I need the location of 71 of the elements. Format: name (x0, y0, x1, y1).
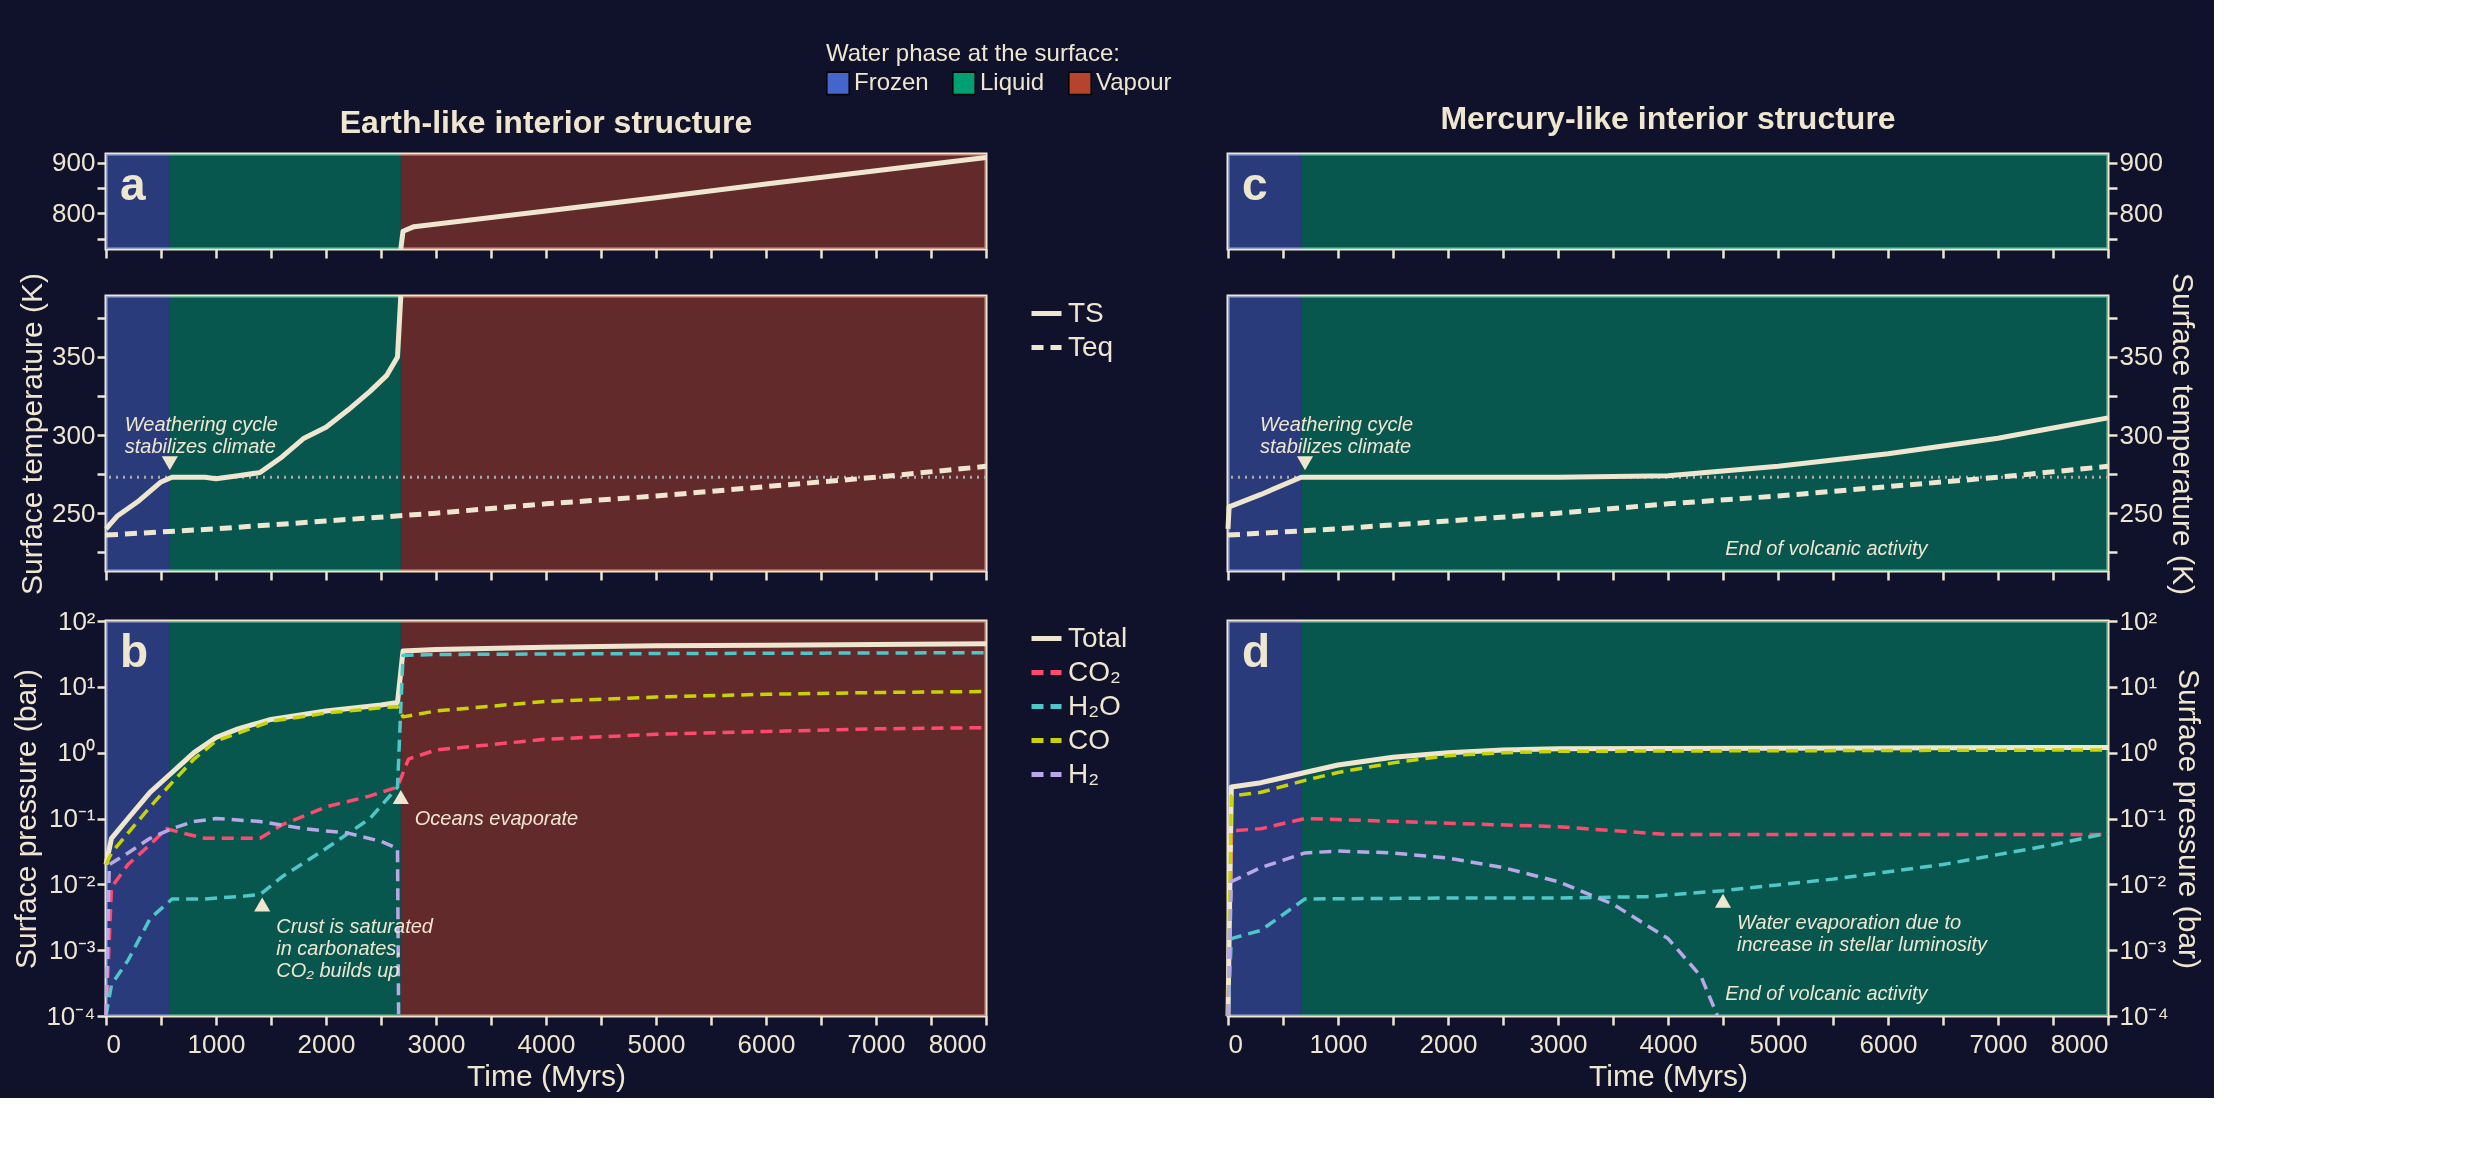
annotation: End of volcanic activity (1725, 537, 1929, 559)
y-tick-label: 250 (2119, 497, 2163, 528)
legend-label: Liquid (980, 68, 1045, 96)
y-axis-title: Surface pressure (bar) (2172, 668, 2206, 970)
y-tick-label: 10⁻² (48, 868, 96, 899)
x-tick-label: 8000 (2050, 1028, 2109, 1059)
annotation: Oceans evaporate (414, 807, 579, 830)
legend-label: Teq (1068, 330, 1114, 362)
y-tick-label: 10⁻¹ (2119, 803, 2167, 833)
chart-title: Earth-like interior structure (339, 104, 753, 140)
y-tick-label: 800 (2119, 197, 2163, 228)
x-tick-label: 0 (1228, 1028, 1243, 1059)
y-axis-title: Surface temperature (K) (15, 273, 49, 595)
x-axis-title: Time (Myrs) (467, 1058, 626, 1092)
annotation: b (120, 625, 149, 677)
y-tick-label: 10¹ (57, 671, 96, 702)
legend-title: Water phase at the surface: (826, 39, 1120, 66)
y-tick-label: 10⁻² (2119, 868, 2167, 899)
y-tick-label: 250 (52, 497, 96, 528)
y-tick-label: 10¹ (2119, 671, 2158, 702)
y-tick-label: 900 (52, 147, 96, 178)
y-tick-label: 10⁰ (2119, 737, 2158, 768)
x-tick-label: 1000 (1309, 1028, 1368, 1059)
x-tick-label: 5000 (627, 1028, 686, 1059)
legend-label: TS (1068, 296, 1104, 328)
legend-label: CO₂ (1068, 655, 1121, 687)
x-tick-label: 4000 (517, 1028, 576, 1059)
annotation: Water evaporation due to increase in stellar luminosity (1737, 910, 1989, 955)
chart-title: Mercury-like interior structure (1440, 99, 1896, 136)
y-axis-title: Surface temperature (K) (2166, 273, 2200, 595)
x-tick-label: 8000 (928, 1028, 987, 1059)
y-tick-label: 300 (2119, 419, 2163, 450)
y-tick-label: 300 (52, 419, 96, 450)
annotation: d (1242, 625, 1271, 677)
x-tick-label: 2000 (1419, 1028, 1478, 1059)
y-tick-label: 10⁻¹ (48, 803, 96, 833)
x-tick-label: 1000 (187, 1028, 246, 1059)
y-tick-label: 800 (52, 197, 96, 228)
x-tick-label: 7000 (847, 1028, 906, 1059)
x-tick-label: 3000 (407, 1028, 466, 1059)
y-tick-label: 10⁰ (57, 737, 96, 768)
x-tick-label: 7000 (1969, 1028, 2028, 1059)
legend-label: Vapour (1096, 68, 1172, 96)
x-tick-label: 5000 (1749, 1028, 1808, 1059)
legend-label: CO (1068, 723, 1110, 755)
x-tick-label: 0 (106, 1028, 121, 1059)
annotation: a (120, 158, 146, 210)
x-tick-label: 4000 (1639, 1028, 1698, 1059)
x-tick-label: 3000 (1529, 1028, 1588, 1059)
y-axis-title: Surface pressure (bar) (9, 668, 43, 970)
annotation: End of volcanic activity (1725, 982, 1929, 1004)
y-tick-label: 10⁻³ (48, 934, 96, 965)
y-tick-label: 10⁻⁴ (2119, 1000, 2169, 1031)
annotation: Weathering cycle stabilizes climate (124, 413, 278, 458)
x-tick-label: 6000 (737, 1028, 796, 1059)
legend-label: H₂O (1068, 689, 1121, 721)
annotation: Weathering cycle stabilizes climate (1260, 413, 1414, 458)
y-tick-label: 10⁻⁴ (46, 1000, 96, 1031)
legend-label: H₂ (1068, 757, 1100, 789)
y-tick-label: 350 (2119, 341, 2163, 372)
y-tick-label: 900 (2119, 147, 2163, 178)
x-tick-label: 2000 (297, 1028, 356, 1059)
x-axis-title: Time (Myrs) (1589, 1058, 1748, 1092)
annotation: c (1242, 158, 1268, 210)
legend-label: Total (1068, 621, 1128, 653)
y-tick-label: 350 (52, 341, 96, 372)
y-tick-label: 10⁻³ (2119, 934, 2167, 965)
legend-label: Frozen (854, 68, 929, 96)
x-tick-label: 6000 (1859, 1028, 1918, 1059)
y-tick-label: 10² (57, 605, 96, 636)
y-tick-label: 10² (2119, 605, 2158, 636)
